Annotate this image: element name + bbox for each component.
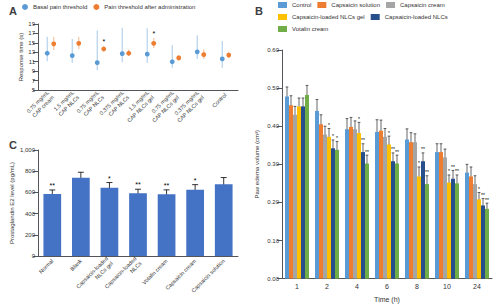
svg-text:**: ** — [50, 182, 56, 189]
svg-text:200: 200 — [25, 232, 36, 238]
svg-text:NLCs gel: NLCs gel — [93, 260, 114, 281]
svg-text:Paw edema volume (cm³): Paw edema volume (cm³) — [254, 130, 260, 198]
svg-text:Votalin cream: Votalin cream — [141, 258, 169, 286]
svg-text:600: 600 — [25, 189, 36, 195]
svg-text:1,000: 1,000 — [20, 147, 36, 153]
svg-text:0: 0 — [32, 253, 36, 259]
svg-text:5: 5 — [32, 87, 36, 93]
svg-text:Capsaicin cream: Capsaicin cream — [400, 2, 445, 8]
svg-text:0.60: 0.60 — [267, 47, 279, 53]
svg-text:0.75 mg/mL: 0.75 mg/mL — [25, 89, 51, 115]
svg-text:Control: Control — [292, 2, 311, 8]
svg-text:0.50: 0.50 — [267, 85, 279, 91]
svg-text:*: * — [336, 135, 338, 141]
svg-text:Capsaicin cream: Capsaicin cream — [164, 257, 198, 291]
svg-text:Prostaglandin E2 level (pg/mL): Prostaglandin E2 level (pg/mL) — [9, 162, 15, 244]
svg-text:19: 19 — [28, 21, 35, 27]
svg-text:*: * — [328, 122, 330, 128]
svg-text:**: ** — [455, 168, 459, 174]
svg-text:Capsaicin-loaded NLCs: Capsaicin-loaded NLCs — [385, 14, 448, 20]
svg-text:CAP NLCs: CAP NLCs — [107, 94, 130, 117]
svg-text:9: 9 — [32, 68, 36, 74]
svg-text:CAP NLCs: CAP NLCs — [57, 94, 80, 117]
svg-text:Capsaicin solution: Capsaicin solution — [190, 258, 226, 294]
svg-text:1: 1 — [295, 283, 299, 290]
svg-text:**: ** — [395, 149, 399, 155]
svg-text:10: 10 — [443, 283, 451, 290]
svg-text:Capsaicin-loaded: Capsaicin-loaded — [103, 255, 138, 290]
svg-text:7: 7 — [32, 78, 36, 84]
svg-text:*: * — [448, 168, 450, 174]
svg-text:**: ** — [485, 197, 489, 203]
svg-text:800: 800 — [25, 168, 36, 174]
svg-text:*: * — [152, 30, 155, 37]
svg-text:CAP NLCs gel: CAP NLCs gel — [125, 94, 156, 124]
svg-text:**: ** — [365, 149, 369, 155]
svg-text:11: 11 — [29, 59, 36, 65]
svg-text:24: 24 — [473, 283, 481, 290]
svg-text:2: 2 — [325, 283, 329, 290]
svg-text:Blank: Blank — [69, 258, 83, 272]
svg-text:0.40: 0.40 — [267, 123, 279, 129]
svg-text:0.30: 0.30 — [267, 161, 279, 167]
svg-text:*: * — [388, 130, 390, 136]
svg-text:400: 400 — [25, 211, 36, 217]
svg-text:Control: Control — [211, 92, 228, 109]
svg-text:CAP NLCs: CAP NLCs — [82, 94, 106, 118]
svg-text:*: * — [478, 186, 480, 192]
svg-text:**: ** — [425, 169, 429, 175]
svg-text:NLCs: NLCs — [129, 260, 143, 274]
svg-text:**: ** — [421, 146, 425, 152]
svg-text:Capsaicin solution: Capsaicin solution — [331, 2, 380, 8]
svg-text:0.375 mg/mL: 0.375 mg/mL — [98, 89, 126, 117]
svg-text:*: * — [194, 177, 197, 184]
svg-text:**: ** — [135, 181, 141, 188]
svg-text:6: 6 — [385, 283, 389, 290]
svg-text:4: 4 — [355, 283, 359, 290]
svg-text:*: * — [108, 175, 111, 182]
svg-text:Basal pain threshold: Basal pain threshold — [33, 4, 87, 10]
svg-text:Time (h): Time (h) — [374, 296, 400, 304]
svg-text:Capsaicin-loaded: Capsaicin-loaded — [74, 255, 110, 290]
svg-text:Votalin cream: Votalin cream — [292, 26, 328, 32]
svg-text:B: B — [255, 5, 263, 17]
svg-text:Pain threshold after administr: Pain threshold after administration — [104, 4, 195, 10]
svg-text:**: ** — [164, 182, 170, 189]
svg-text:0.00: 0.00 — [267, 276, 279, 282]
svg-text:0.75 mg/mL: 0.75 mg/mL — [150, 89, 176, 115]
svg-text:17: 17 — [28, 30, 35, 36]
svg-text:Capsaicin-loaded NLCs gel: Capsaicin-loaded NLCs gel — [292, 14, 365, 20]
svg-text:Response time (s): Response time (s) — [18, 33, 24, 82]
svg-text:*: * — [358, 116, 360, 122]
svg-text:8: 8 — [415, 283, 419, 290]
svg-text:CAP NLCs gel: CAP NLCs gel — [176, 94, 205, 123]
svg-text:15: 15 — [28, 40, 35, 46]
svg-text:*: * — [332, 133, 334, 139]
svg-text:A: A — [9, 5, 17, 17]
svg-text:0.10: 0.10 — [267, 238, 279, 244]
svg-text:Normal: Normal — [38, 258, 55, 275]
svg-text:CAP cream: CAP cream — [31, 94, 55, 118]
svg-text:13: 13 — [28, 49, 35, 55]
svg-text:*: * — [102, 38, 105, 45]
svg-text:C: C — [9, 139, 17, 151]
svg-text:0.20: 0.20 — [267, 199, 279, 205]
svg-text:*: * — [418, 160, 420, 166]
svg-text:1.5 mg/mL: 1.5 mg/mL — [127, 89, 151, 112]
svg-text:0.375 mg/mL: 0.375 mg/mL — [173, 89, 201, 117]
svg-text:CAP NLCs gel: CAP NLCs gel — [150, 94, 181, 124]
svg-text:0.75 mg/mL: 0.75 mg/mL — [75, 89, 101, 115]
svg-text:1.5 mg/mL: 1.5 mg/mL — [52, 89, 76, 112]
svg-text:**: ** — [361, 137, 365, 143]
